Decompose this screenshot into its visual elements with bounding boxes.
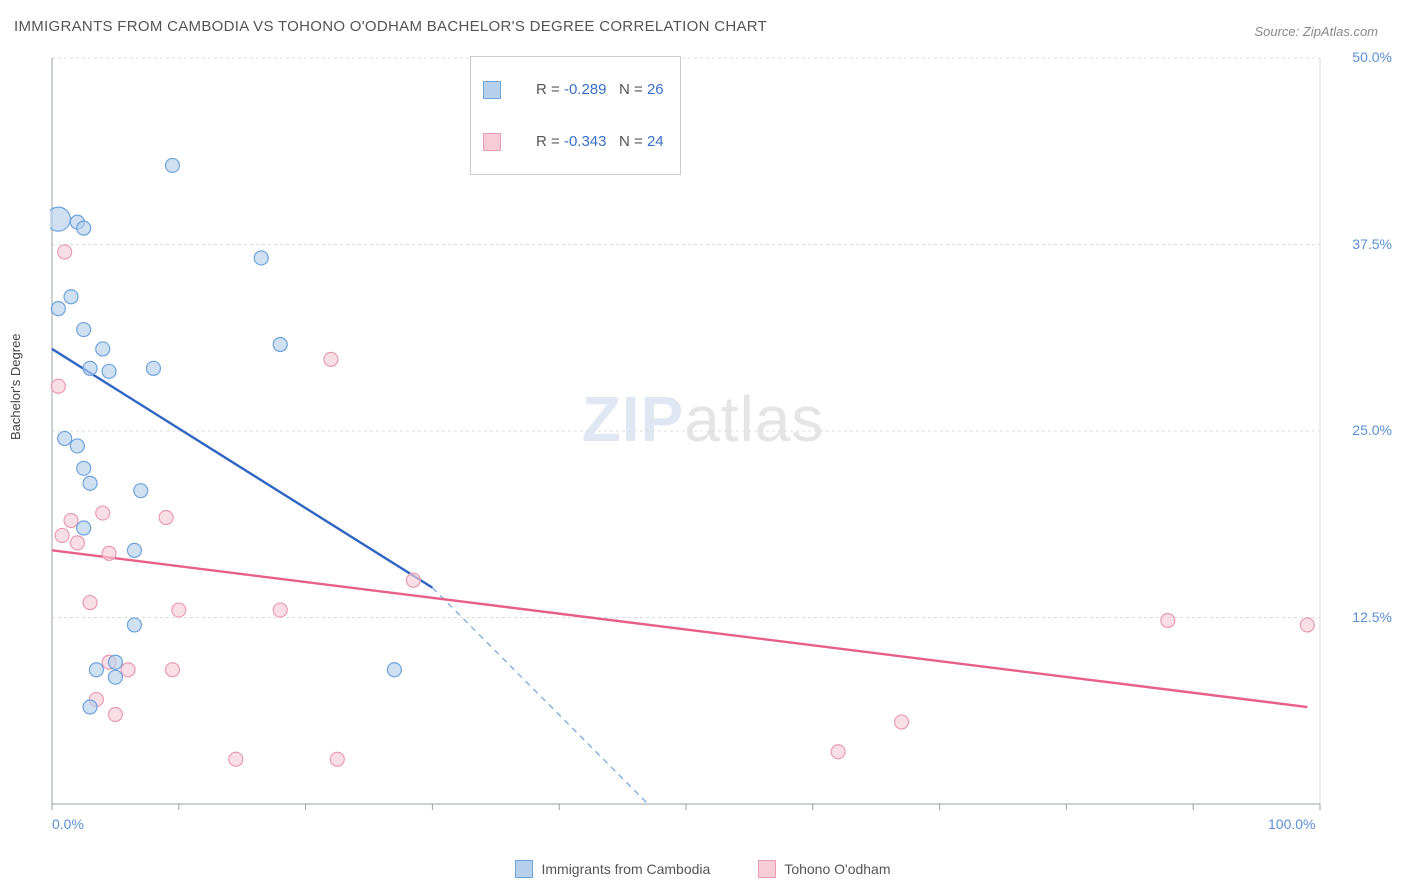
x-tick-label: 0.0%: [52, 816, 84, 832]
legend-item-series1: Immigrants from Cambodia: [515, 860, 710, 878]
chart-title: IMMIGRANTS FROM CAMBODIA VS TOHONO O'ODH…: [14, 18, 767, 35]
swatch-series2: [483, 133, 501, 151]
chart-svg: [50, 54, 1380, 834]
source-attribution: Source: ZipAtlas.com: [1254, 24, 1378, 39]
bottom-legend: Immigrants from Cambodia Tohono O'odham: [0, 860, 1406, 878]
stats-text-series2: R = -0.343 N = 24: [511, 116, 664, 167]
stats-text-series1: R = -0.289 N = 26: [511, 64, 664, 115]
legend-label-series2: Tohono O'odham: [784, 861, 890, 877]
legend-label-series1: Immigrants from Cambodia: [541, 861, 710, 877]
y-tick-label: 12.5%: [1352, 609, 1392, 625]
correlation-stats-box: R = -0.289 N = 26 R = -0.343 N = 24: [470, 56, 681, 175]
stats-row-series2: R = -0.343 N = 24: [483, 116, 664, 167]
x-tick-label: 100.0%: [1268, 816, 1315, 832]
legend-swatch-series2: [758, 860, 776, 878]
y-tick-label: 25.0%: [1352, 422, 1392, 438]
legend-swatch-series1: [515, 860, 533, 878]
y-tick-label: 37.5%: [1352, 236, 1392, 252]
y-axis-label: Bachelor's Degree: [8, 333, 23, 440]
chart-plot-area: [50, 54, 1380, 834]
swatch-series1: [483, 81, 501, 99]
legend-item-series2: Tohono O'odham: [758, 860, 890, 878]
y-tick-label: 50.0%: [1352, 49, 1392, 65]
stats-row-series1: R = -0.289 N = 26: [483, 64, 664, 115]
